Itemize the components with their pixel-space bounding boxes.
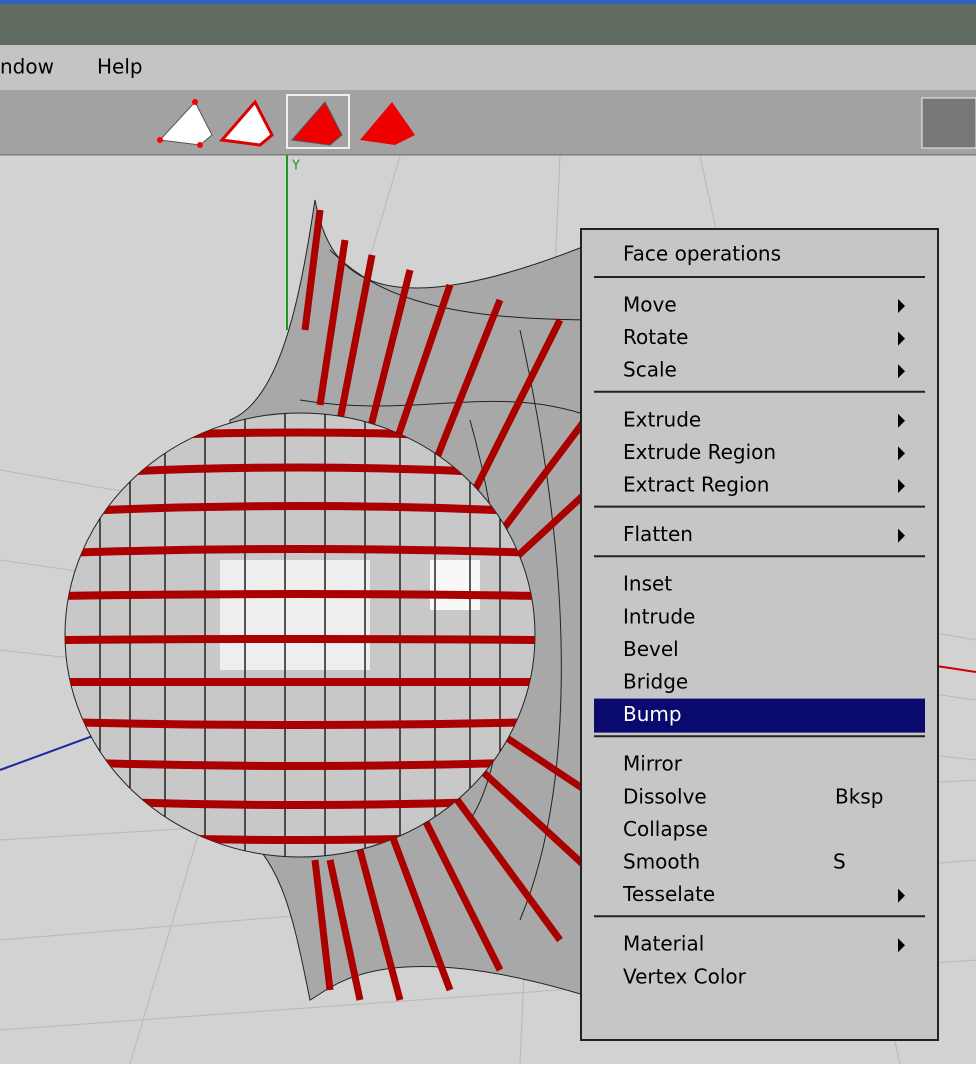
menu-item[interactable]: Scale [623, 358, 677, 382]
menu-item[interactable]: Smooth [623, 850, 700, 874]
menu-item[interactable]: Collapse [623, 817, 708, 841]
submenu-arrow [898, 413, 905, 428]
menu-item[interactable]: Rotate [623, 325, 688, 349]
submenu-arrow [898, 938, 905, 953]
menu-item[interactable]: Tesselate [622, 882, 715, 906]
menu-item[interactable]: Bump [623, 702, 682, 726]
edge-mode[interactable] [219, 99, 274, 147]
menu-item[interactable]: Inset [623, 572, 672, 596]
submenu-arrow [898, 446, 905, 461]
flare-edges [301, 209, 603, 1001]
menu-item[interactable]: Vertex Color [623, 964, 747, 988]
submenu-arrow [898, 479, 905, 493]
selection-mode-buttons[interactable] [157, 94, 976, 149]
menu-item[interactable]: Extrude [623, 407, 701, 431]
menu-item[interactable]: Extract Region [623, 473, 769, 497]
menu-bar-item[interactable]: ndow [0, 55, 54, 79]
menu-item[interactable]: Mirror [623, 752, 683, 776]
menu-shortcut: S [833, 850, 846, 874]
face-mode[interactable] [291, 101, 343, 146]
menu-bar [0, 45, 976, 90]
menu-highlight [594, 698, 925, 733]
menu-item[interactable]: Dissolve [623, 784, 707, 808]
menu-item[interactable]: Material [623, 932, 704, 956]
view-button[interactable] [921, 97, 976, 149]
axis-label: Y [291, 159, 300, 174]
menu-item[interactable]: Bevel [623, 637, 679, 661]
submenu-arrow [898, 299, 905, 313]
submenu-arrow [898, 888, 905, 903]
body-mode[interactable] [360, 102, 415, 145]
title-edge [0, 0, 976, 4]
menu-title: Face operations [623, 242, 781, 266]
menu-item[interactable]: Extrude Region [623, 440, 776, 464]
menu-bar-items: ndow Help [0, 55, 143, 79]
menu-shortcut: Bksp [835, 784, 883, 808]
title-bar [0, 0, 976, 45]
context-menu: Face operations Move Rotate Scale Extrude Ext… [580, 228, 939, 1041]
vertex-dot [197, 142, 203, 148]
menu-item[interactable]: Intrude [623, 604, 695, 628]
menu-item[interactable]: Move [623, 293, 677, 317]
menu-panel [580, 228, 939, 1041]
submenu-arrow [898, 331, 905, 346]
menu-item[interactable]: Flatten [623, 522, 693, 546]
menu-item[interactable]: Bridge [623, 670, 688, 694]
submenu-arrow [898, 528, 905, 543]
toolbar [0, 90, 976, 155]
vertex-dot [157, 137, 163, 143]
submenu-arrow [898, 364, 905, 379]
vertex-mode[interactable] [158, 101, 213, 146]
active-mode-frame [286, 94, 350, 149]
menu-bar-item[interactable]: Help [97, 55, 143, 79]
vertex-dot [192, 99, 198, 105]
